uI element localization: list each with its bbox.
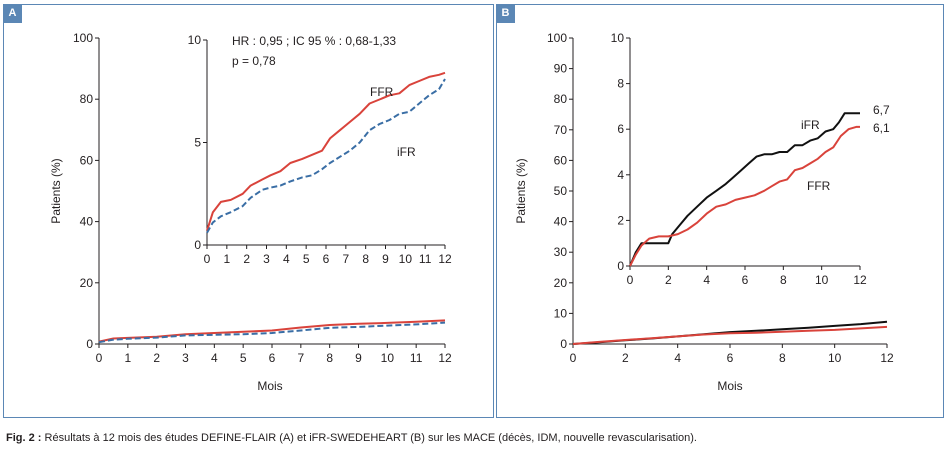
chart-b-inset-x-tick-label: 6 [742,273,749,287]
chart-a-line-ffr [98,319,446,343]
chart-a-inset-x-tick-label: 0 [204,252,211,266]
chart-a-inset-line-ifr [206,78,446,234]
chart-a-x-tick-label: 9 [355,351,362,365]
chart-b-y-tick-label: 10 [554,306,568,320]
chart-b-inset-x-tick-label: 8 [780,273,787,287]
chart-b-x-tick-label: 12 [880,351,894,365]
chart-a-inset-y-tick-label: 5 [194,136,201,150]
chart-b-y-tick-label: 60 [554,153,568,167]
chart-b-line-ffr [572,325,888,345]
chart-a-inset-y-tick-label: 0 [194,238,201,252]
chart-b-x-tick-label: 6 [727,351,734,365]
chart-b-inset-y-tick-label: 0 [617,259,624,273]
chart-a-inset-x-tick-label: 6 [323,252,330,266]
chart-b-y-tick-label: 80 [554,92,568,106]
chart-b-inset-y-tick-label: 2 [617,213,624,227]
chart-a-inset-ifr-label: iFR [397,145,416,159]
chart-b-inset-x-tick-label: 2 [665,273,672,287]
chart-b-inset-ifr-end-value: 6,7 [873,103,890,117]
chart-a-x-tick-label: 5 [240,351,247,365]
chart-a-x-tick-label: 4 [211,351,218,365]
chart-a-inset-x-tick-label: 1 [223,252,230,266]
chart-a-x-tick-label: 8 [326,351,333,365]
chart-a-p-value-annotation: p = 0,78 [232,54,276,68]
panel-a: A 0 20 40 60 80 100 0 1 2 3 4 5 6 7 8 9 10 11 12 Mois Patien… [3,4,494,418]
chart-a-inset-x-tick-label: 5 [303,252,310,266]
chart-a-x-axis-title: Mois [257,379,282,393]
chart-a-x-tick-label: 10 [381,351,395,365]
chart-b-inset-y-tick-label: 4 [617,168,624,182]
chart-a-inset-line-ffr [206,71,446,232]
chart-a-inset-x-tick-label: 11 [419,252,432,266]
chart-a-inset-x-tick-label: 8 [362,252,369,266]
chart-a-x-tick-label: 6 [269,351,276,365]
chart-a-inset-x-tick-label: 3 [263,252,270,266]
panel-b-tag: B [496,4,515,23]
chart-a-inset-x-tick-label: 10 [399,252,413,266]
chart-b-inset-x-tick-label: 0 [627,273,634,287]
chart-b-inset-line-ffr [629,125,860,267]
chart-b-inset-y-tick-label: 10 [611,31,625,45]
figure-caption-label: Fig. 2 : [6,432,42,444]
chart-b-y-tick-label: 40 [554,215,568,229]
chart-b-y-tick-label: 0 [560,337,567,351]
chart-a-line-ifr [98,321,446,344]
chart-b-y-tick-label: 100 [547,31,567,45]
chart-a-y-tick-label: 60 [80,153,94,167]
chart-b-x-axis-title: Mois [717,379,742,393]
chart-a-inset-x-tick-label: 7 [342,252,349,266]
chart-b-inset-ifr-label: iFR [801,118,820,132]
chart-a-y-tick-label: 0 [86,337,93,351]
chart-b-y-tick-label: 70 [554,123,568,137]
chart-a-x-tick-label: 12 [438,351,452,365]
panel-b: B 0 10 20 30 40 50 60 70 80 90 100 0 2 4 6 8 10 12 Mois Pat… [496,4,944,418]
chart-b-x-tick-label: 8 [779,351,786,365]
chart-a-y-tick-label: 20 [80,276,94,290]
chart-b-y-tick-label: 50 [554,184,568,198]
chart-b-inset-y-tick-label: 6 [617,122,624,136]
panel-a-tag: A [3,4,22,23]
chart-b-inset-ffr-end-value: 6,1 [873,121,890,135]
chart-a-inset-ffr-label: FFR [370,85,394,99]
chart-a-x-tick-label: 1 [124,351,131,365]
chart-a-inset-x-tick-label: 4 [283,252,290,266]
chart-a-x-tick-label: 2 [153,351,160,365]
chart-b-inset-ffr-label: FFR [807,179,831,193]
chart-b-y-tick-label: 20 [554,276,568,290]
chart-a-inset-x-tick-label: 2 [243,252,250,266]
chart-a-inset-y-tick-label: 10 [188,33,202,47]
chart-a-y-tick-label: 100 [73,31,93,45]
chart-b-x-tick-label: 2 [622,351,629,365]
chart-a-x-tick-label: 11 [410,351,423,365]
chart-b-x-tick-label: 4 [674,351,681,365]
chart-b-inset-y-tick-label: 8 [617,77,624,91]
chart-b-inset-line-ifr [629,112,860,267]
chart-a-y-tick-label: 40 [80,215,94,229]
chart-a-hr-annotation: HR : 0,95 ; IC 95 % : 0,68-1,33 [232,34,396,48]
chart-a-inset-x-tick-label: 9 [382,252,389,266]
chart-a-x-tick-label: 7 [297,351,304,365]
chart-a-x-tick-label: 0 [96,351,103,365]
chart-a-x-tick-label: 3 [182,351,189,365]
chart-a-inset-x-tick-label: 12 [438,252,452,266]
chart-a-y-tick-label: 80 [80,92,94,106]
chart-a-y-axis-title: Patients (%) [49,158,63,223]
chart-b-inset-x-tick-label: 12 [853,273,867,287]
chart-b-inset-x-tick-label: 10 [815,273,829,287]
chart-b-x-tick-label: 0 [570,351,577,365]
chart-b-y-tick-label: 30 [554,245,568,259]
chart-b-inset-x-tick-label: 4 [703,273,710,287]
figure-caption-text: Résultats à 12 mois des études DEFINE-FL… [44,432,697,444]
chart-b-y-tick-label: 90 [554,62,568,76]
chart-b-x-tick-label: 10 [828,351,842,365]
chart-b-y-axis-title: Patients (%) [514,158,528,223]
figure-caption: Fig. 2 : Résultats à 12 mois des études … [6,432,697,444]
